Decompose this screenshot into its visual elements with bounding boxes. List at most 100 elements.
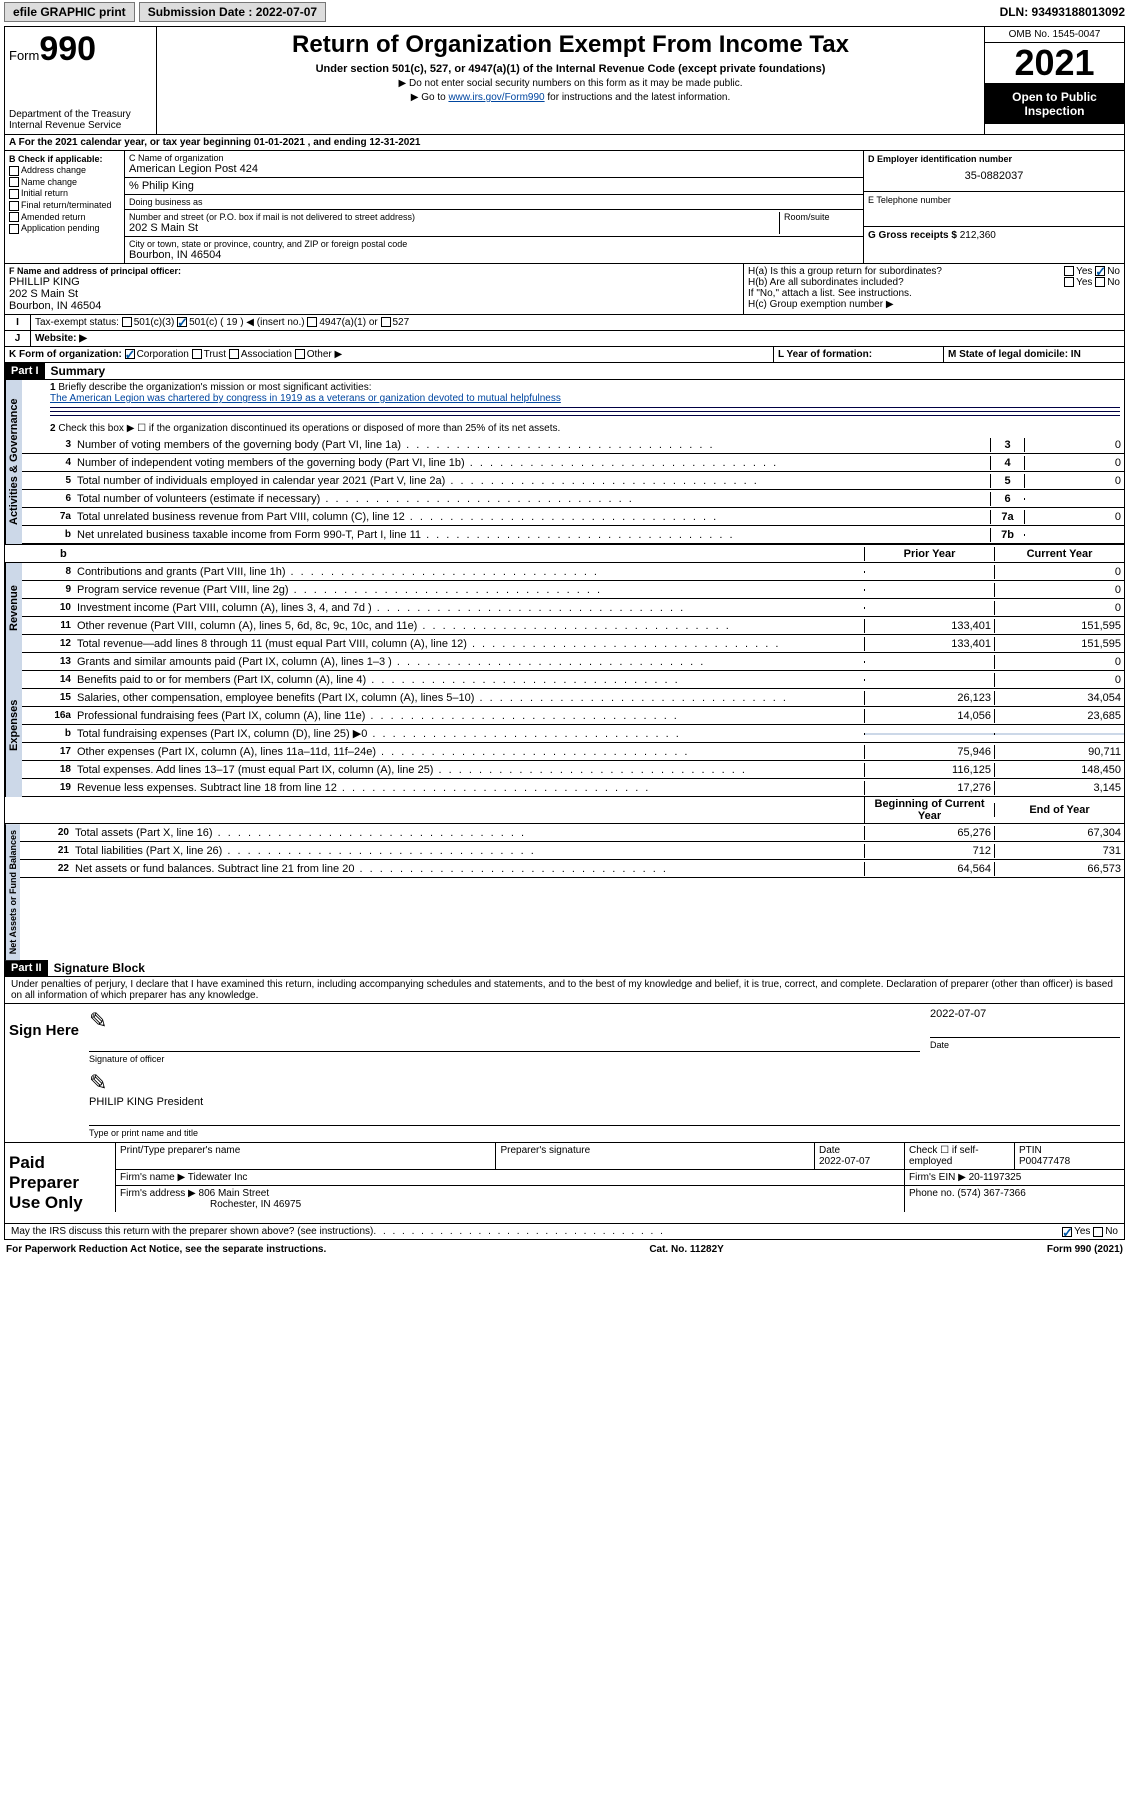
prep-name-label: Print/Type preparer's name — [120, 1145, 240, 1156]
prep-sig-label: Preparer's signature — [500, 1145, 590, 1156]
chk-assoc[interactable] — [229, 349, 239, 359]
irs-link[interactable]: www.irs.gov/Form990 — [448, 92, 544, 103]
ha-label: H(a) Is this a group return for subordin… — [748, 266, 1120, 277]
prior-val: 712 — [864, 844, 994, 858]
line-box: 5 — [990, 474, 1024, 488]
tab-activities: Activities & Governance — [5, 380, 22, 544]
open-public-label: Open to Public Inspection — [985, 84, 1124, 124]
declaration: Under penalties of perjury, I declare th… — [5, 977, 1124, 1004]
goto-note: ▶ Go to www.irs.gov/Form990 for instruct… — [161, 92, 980, 103]
line-num: 17 — [50, 745, 74, 758]
cat-no: Cat. No. 11282Y — [649, 1244, 723, 1255]
chk-trust[interactable] — [192, 349, 202, 359]
sig-date-label: Date — [930, 1040, 1120, 1050]
line-box: 7a — [990, 510, 1024, 524]
discuss-yes[interactable] — [1062, 1227, 1072, 1237]
current-val: 66,573 — [994, 862, 1124, 876]
current-val: 3,145 — [994, 781, 1124, 795]
line-text: Other revenue (Part VIII, column (A), li… — [74, 619, 864, 633]
prior-val — [864, 661, 994, 663]
firm-addr-label: Firm's address ▶ — [120, 1188, 196, 1199]
part2-title: Signature Block — [48, 961, 145, 975]
tab-net: Net Assets or Fund Balances — [5, 824, 20, 960]
dept-label: Department of the Treasury Internal Reve… — [9, 109, 152, 131]
line-num: 14 — [50, 673, 74, 686]
line-val: 0 — [1024, 474, 1124, 488]
line-text: Total number of volunteers (estimate if … — [74, 492, 990, 506]
part1-title: Summary — [45, 364, 106, 378]
f-label: F Name and address of principal officer: — [9, 266, 739, 276]
line-val — [1024, 534, 1124, 536]
prior-val: 26,123 — [864, 691, 994, 705]
omb-number: OMB No. 1545-0047 — [985, 27, 1124, 43]
line-text: Professional fundraising fees (Part IX, … — [74, 709, 864, 723]
firm-name: Tidewater Inc — [188, 1172, 248, 1183]
prep-date: 2022-07-07 — [819, 1156, 870, 1167]
officer-printed: PHILIP KING President — [89, 1096, 1120, 1108]
prior-val: 17,276 — [864, 781, 994, 795]
colhdr-beg: Beginning of Current Year — [864, 797, 994, 823]
chk-initial[interactable]: Initial return — [9, 188, 120, 199]
chk-4947[interactable] — [307, 317, 317, 327]
officer-printed-label: Type or print name and title — [89, 1128, 1120, 1138]
chk-corp[interactable] — [125, 349, 135, 359]
discuss-no[interactable] — [1093, 1227, 1103, 1237]
line-box: 3 — [990, 438, 1024, 452]
chk-address[interactable]: Address change — [9, 165, 120, 176]
ssn-note: ▶ Do not enter social security numbers o… — [161, 78, 980, 89]
line-text: Revenue less expenses. Subtract line 18 … — [74, 781, 864, 795]
line-num: 15 — [50, 691, 74, 704]
line-num: 16a — [50, 709, 74, 722]
line-text: Number of voting members of the governin… — [74, 438, 990, 452]
room-label: Room/suite — [784, 212, 859, 222]
website-label: Website: ▶ — [31, 331, 1124, 346]
ein-value: 35-0882037 — [868, 164, 1120, 188]
line-text: Net assets or fund balances. Subtract li… — [72, 862, 864, 876]
chk-final[interactable]: Final return/terminated — [9, 200, 120, 211]
current-val: 0 — [994, 565, 1124, 579]
efile-button[interactable]: efile GRAPHIC print — [4, 2, 135, 22]
line-num: 7a — [50, 510, 74, 523]
colhdr-end: End of Year — [994, 803, 1124, 817]
phone-label: E Telephone number — [868, 195, 1120, 205]
current-val — [994, 733, 1124, 735]
form-subtitle: Under section 501(c), 527, or 4947(a)(1)… — [161, 63, 980, 75]
prior-val — [864, 607, 994, 609]
phone-value — [868, 205, 1120, 223]
current-val: 0 — [994, 583, 1124, 597]
chk-pending[interactable]: Application pending — [9, 223, 120, 234]
line-text: Grants and similar amounts paid (Part IX… — [74, 655, 864, 669]
chk-501c[interactable] — [177, 317, 187, 327]
part1-badge: Part I — [5, 363, 45, 379]
line-num: 11 — [50, 619, 74, 632]
line-text: Other expenses (Part IX, column (A), lin… — [74, 745, 864, 759]
line-num: 20 — [48, 826, 72, 839]
colhdr-current: Current Year — [994, 547, 1124, 561]
prior-val — [864, 589, 994, 591]
chk-amended[interactable]: Amended return — [9, 212, 120, 223]
care-of: % Philip King — [125, 178, 863, 195]
line-num: 3 — [50, 438, 74, 451]
chk-501c3[interactable] — [122, 317, 132, 327]
k-label: K Form of organization: — [9, 349, 122, 360]
line-text: Investment income (Part VIII, column (A)… — [74, 601, 864, 615]
line-text: Contributions and grants (Part VIII, lin… — [74, 565, 864, 579]
l-year-formation: L Year of formation: — [774, 347, 944, 362]
line-num: 4 — [50, 456, 74, 469]
chk-other[interactable] — [295, 349, 305, 359]
current-val: 151,595 — [994, 637, 1124, 651]
firm-ein: 20-1197325 — [969, 1172, 1022, 1183]
line-num: 21 — [48, 844, 72, 857]
line-text: Benefits paid to or for members (Part IX… — [74, 673, 864, 687]
paid-preparer-label: Paid Preparer Use Only — [5, 1143, 115, 1223]
officer-addr2: Bourbon, IN 46504 — [9, 300, 739, 312]
street-label: Number and street (or P.O. box if mail i… — [129, 212, 779, 222]
self-emp-check[interactable]: Check ☐ if self-employed — [904, 1143, 1014, 1169]
b-label: B Check if applicable: — [9, 154, 120, 164]
chk-name[interactable]: Name change — [9, 177, 120, 188]
current-val: 151,595 — [994, 619, 1124, 633]
submission-date-button[interactable]: Submission Date : 2022-07-07 — [139, 2, 326, 22]
line-box: 6 — [990, 492, 1024, 506]
chk-527[interactable] — [381, 317, 391, 327]
hb-label: H(b) Are all subordinates included? Yes … — [748, 277, 1120, 288]
